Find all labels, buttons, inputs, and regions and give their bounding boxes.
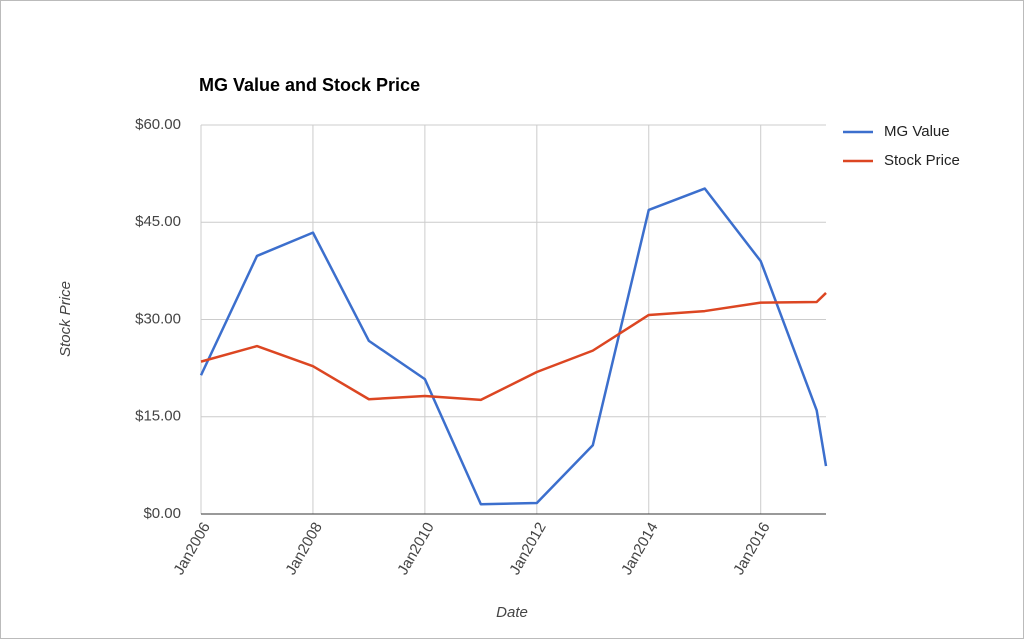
series-line	[199, 187, 828, 506]
series-line	[200, 292, 827, 402]
y-tick-label: $30.00	[135, 310, 181, 327]
y-tick-label: $60.00	[135, 116, 181, 133]
y-tick-label: $45.00	[135, 213, 181, 230]
y-axis-label: Stock Price	[57, 281, 74, 357]
chart-title: MG Value and Stock Price	[199, 75, 420, 95]
legend-label: MG Value	[884, 123, 950, 140]
y-tick-label: $0.00	[143, 505, 181, 522]
x-axis-label: Date	[496, 604, 528, 621]
y-tick-label: $15.00	[135, 408, 181, 425]
legend-label: Stock Price	[884, 152, 960, 169]
